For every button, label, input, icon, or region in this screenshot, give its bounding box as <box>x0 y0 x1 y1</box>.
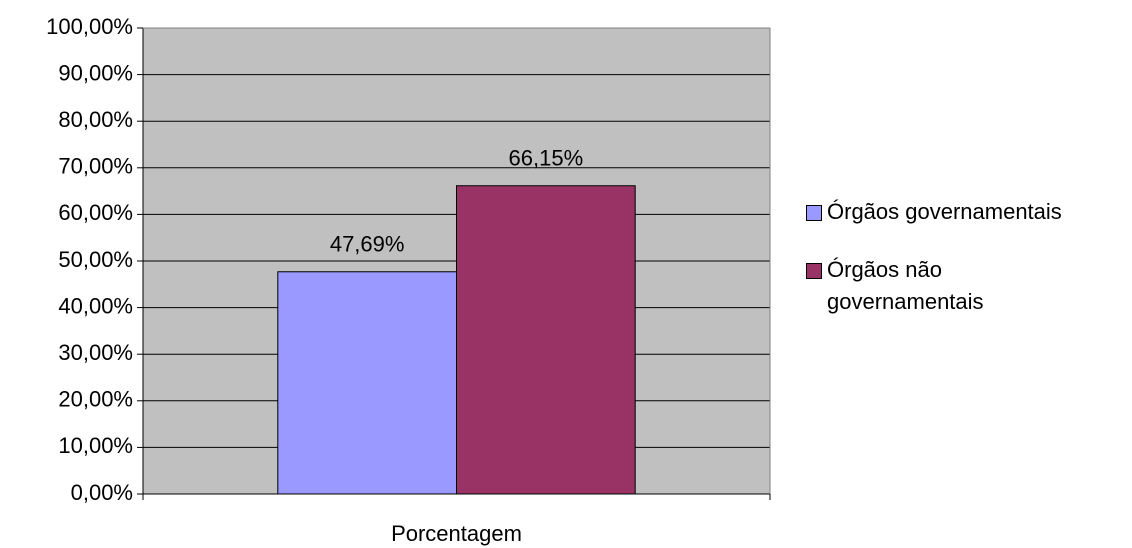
y-tick-label: 10,00% <box>58 433 133 458</box>
data-label: 47,69% <box>330 232 405 257</box>
y-tick-label: 0,00% <box>71 480 133 505</box>
legend-label: Órgãos governamentais <box>827 199 1062 224</box>
y-tick-label: 100,00% <box>46 14 133 39</box>
bar <box>456 185 636 495</box>
data-label: 66,15% <box>509 146 584 171</box>
y-tick-label: 90,00% <box>58 60 133 85</box>
legend: Órgãos governamentais Órgãos não governam… <box>806 196 1132 318</box>
y-tick-label: 20,00% <box>58 387 133 412</box>
y-tick-label: 60,00% <box>58 200 133 225</box>
bar <box>277 271 457 495</box>
y-tick-label: 80,00% <box>58 107 133 132</box>
legend-swatch <box>806 263 822 279</box>
legend-swatch <box>806 205 822 221</box>
x-tick-label: Porcentagem <box>391 521 522 546</box>
y-tick-label: 70,00% <box>58 154 133 179</box>
y-tick-label: 30,00% <box>58 340 133 365</box>
legend-label: Órgãos não governamentais <box>827 257 984 314</box>
legend-item: Órgãos não governamentais <box>806 254 1132 318</box>
y-tick-label: 50,00% <box>58 247 133 272</box>
y-tick-label: 40,00% <box>58 293 133 318</box>
legend-item: Órgãos governamentais <box>806 196 1132 228</box>
